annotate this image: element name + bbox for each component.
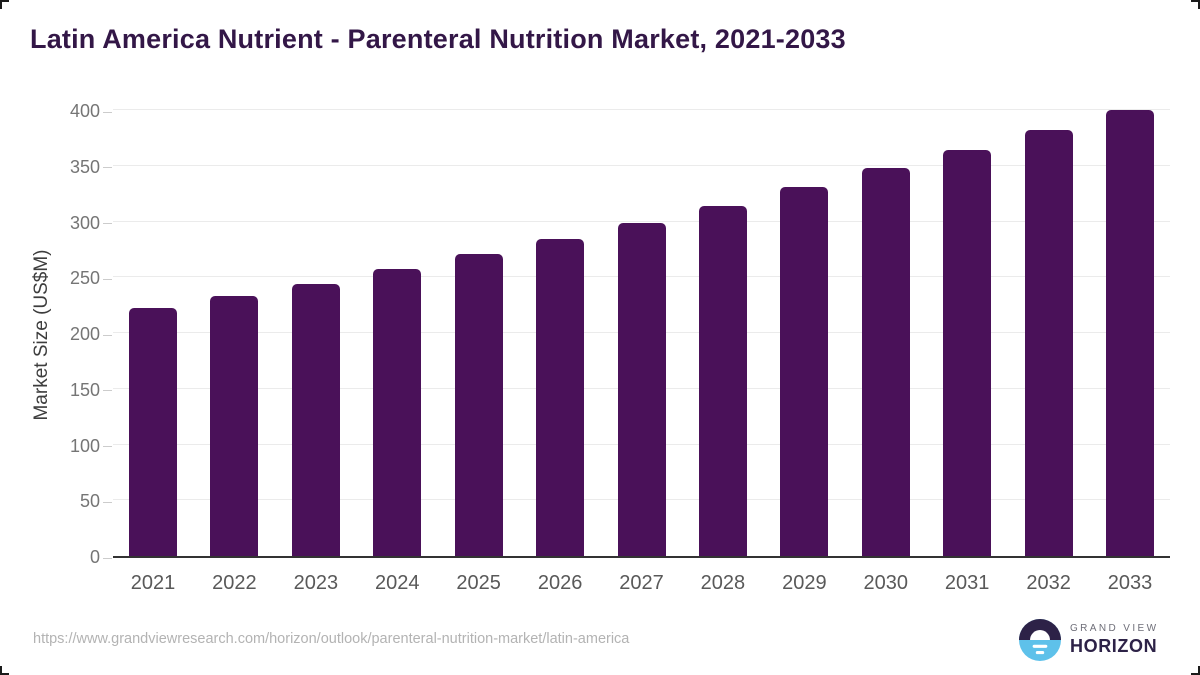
- x-tick-label: 2026: [537, 572, 583, 594]
- grand-view-horizon-icon: [1019, 619, 1061, 661]
- bar-2024: [373, 269, 422, 556]
- y-tick-label: 200: [69, 324, 100, 344]
- y-axis-tick: [103, 111, 112, 113]
- x-tick-label: 2033: [1107, 572, 1153, 594]
- bar-2025: [454, 253, 503, 556]
- corner-mark-bottom-left: [0, 666, 9, 675]
- bar-2029: [780, 186, 829, 556]
- bar-2023: [291, 283, 340, 556]
- y-axis-tick: [103, 390, 112, 392]
- corner-mark-top-left: [0, 0, 9, 9]
- bar-2032: [1024, 130, 1073, 556]
- x-tick-label: 2025: [456, 572, 501, 594]
- bar-2022: [210, 296, 259, 556]
- gridline: [113, 164, 1170, 166]
- x-tick-label: 2021: [130, 572, 176, 594]
- y-tick-label: 300: [69, 212, 100, 233]
- bar-2027: [617, 222, 666, 556]
- x-tick-label: 2022: [212, 572, 257, 594]
- brand-name-bottom: HORIZON: [1070, 636, 1158, 656]
- brand-logo-text: GRAND VIEW HORIZON: [1070, 623, 1158, 657]
- x-tick-label: 2027: [619, 572, 664, 594]
- x-tick-label: 2031: [944, 572, 990, 594]
- x-tick-label: 2030: [863, 572, 909, 594]
- y-axis-tick: [103, 446, 112, 447]
- y-axis-tick: [103, 223, 112, 224]
- y-tick-label: 150: [69, 379, 100, 400]
- bar-2026: [536, 239, 585, 556]
- y-tick-label: 350: [69, 156, 100, 177]
- y-tick-label: 50: [79, 491, 100, 512]
- y-axis-tick: [103, 278, 112, 280]
- bar-2033: [1106, 110, 1154, 556]
- source-url: https://www.grandviewresearch.com/horizo…: [33, 631, 630, 647]
- y-axis-tick: [103, 501, 112, 503]
- y-tick-label: 400: [69, 101, 100, 121]
- y-tick-label: 100: [69, 435, 100, 456]
- x-tick-label: 2028: [700, 572, 746, 594]
- y-axis-tick: [103, 334, 112, 336]
- x-tick-label: 2029: [782, 572, 827, 594]
- y-axis-tick: [103, 167, 112, 169]
- gridline: [113, 220, 1170, 222]
- x-tick-label: 2024: [375, 572, 420, 594]
- corner-mark-bottom-right: [1191, 666, 1200, 675]
- bar-2030: [861, 167, 910, 556]
- bar-2031: [943, 150, 992, 556]
- brand-name-top: GRAND VIEW: [1070, 623, 1159, 634]
- gridline: [113, 109, 1170, 110]
- brand-logo: GRAND VIEW HORIZON: [1019, 619, 1158, 661]
- y-axis-tick: [103, 557, 112, 559]
- plot-area: [113, 109, 1170, 558]
- corner-mark-top-right: [1191, 0, 1200, 9]
- y-tick-label: 0: [89, 547, 100, 567]
- x-tick-label: 2032: [1026, 572, 1071, 594]
- y-tick-label: 250: [69, 268, 100, 289]
- x-tick-label: 2023: [293, 572, 339, 594]
- bar-2028: [698, 205, 747, 556]
- chart-title: Latin America Nutrient - Parenteral Nutr…: [30, 24, 846, 54]
- bar-2021: [129, 308, 177, 556]
